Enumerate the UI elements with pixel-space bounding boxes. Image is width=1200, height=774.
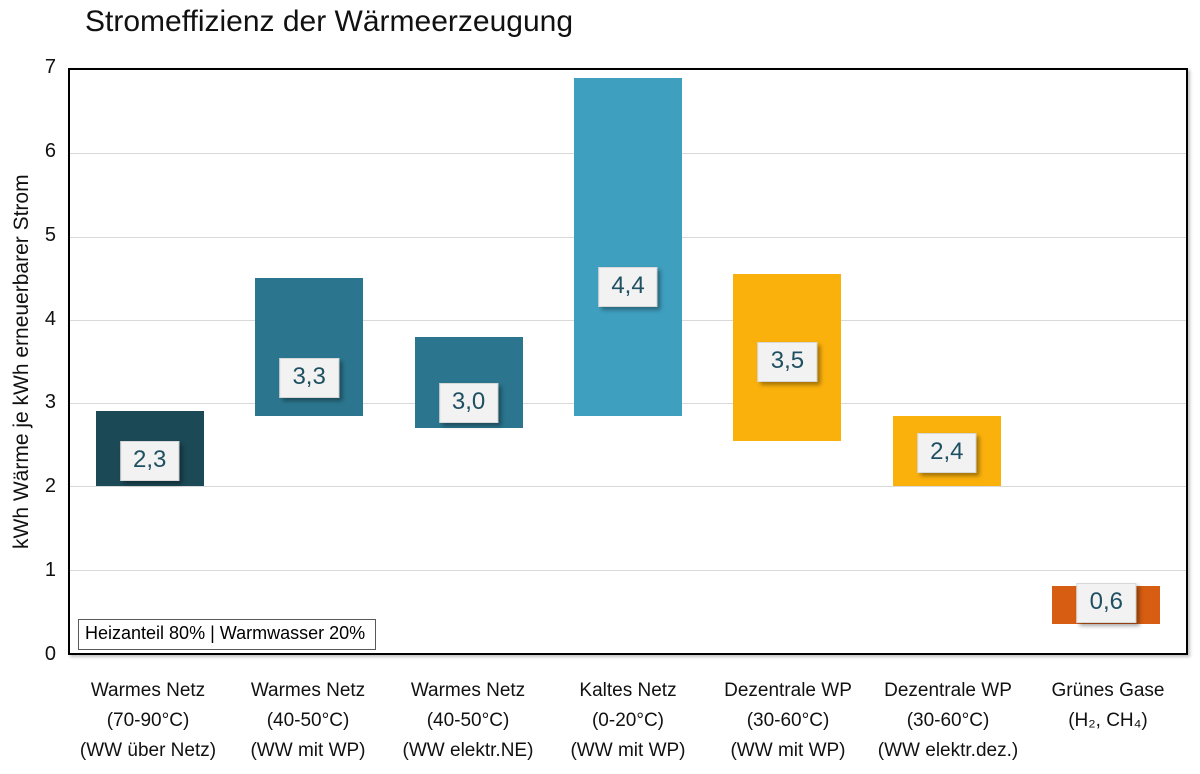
x-category-line: (WW elektr.NE)	[402, 740, 534, 761]
plot-area: Heizanteil 80% | Warmwasser 20% 2,3 3,3 3,…	[68, 68, 1188, 655]
x-category-label: Grünes Gase (H₂, CH₄)	[1028, 676, 1188, 736]
x-category-line: (WW über Netz)	[79, 740, 217, 761]
bar-value-label: 2,3	[120, 441, 180, 482]
chart-title: Stromeffizienz der Wärmeerzeugung	[85, 5, 573, 38]
y-tick-label: 1	[44, 559, 56, 582]
x-category-label: Dezentrale WP (30-60°C) (WW elektr.dez.)	[868, 676, 1028, 766]
x-category-line: (30-60°C)	[906, 710, 990, 731]
y-tick-label: 4	[44, 307, 56, 330]
x-category-line: Kaltes Netz	[579, 680, 677, 701]
annotation-box: Heizanteil 80% | Warmwasser 20%	[78, 619, 377, 650]
x-category-label: Kaltes Netz (0-20°C) (WW mit WP)	[548, 676, 708, 766]
bar-value-label: 3,3	[279, 358, 339, 399]
x-category-line: (WW mit WP)	[570, 740, 686, 761]
x-category-line: (70-90°C)	[106, 710, 190, 731]
x-category-line: (40-50°C)	[266, 710, 350, 731]
bar-value-label: 2,4	[917, 433, 977, 474]
y-tick-label: 5	[44, 223, 56, 246]
y-tick-label: 6	[44, 139, 56, 162]
bar-4	[574, 78, 682, 416]
x-category-line: (40-50°C)	[426, 710, 510, 731]
x-category-line: (30-60°C)	[746, 710, 830, 731]
x-category-label: Warmes Netz (70-90°C) (WW über Netz)	[68, 676, 228, 766]
y-tick-label: 7	[44, 56, 56, 78]
x-category-line: Dezentrale WP	[724, 680, 852, 701]
gridline	[70, 486, 1186, 488]
x-category-line: (WW elektr.dez.)	[877, 740, 1019, 761]
x-category-line: (WW mit WP)	[250, 740, 366, 761]
x-category-line: Dezentrale WP	[884, 680, 1012, 701]
x-category-label: Dezentrale WP (30-60°C) (WW mit WP)	[708, 676, 868, 766]
x-category-line: Warmes Netz	[90, 680, 206, 701]
gridline	[70, 569, 1186, 571]
x-category-label: Warmes Netz (40-50°C) (WW elektr.NE)	[388, 676, 548, 766]
x-axis-labels: Warmes Netz (70-90°C) (WW über Netz) Warmes…	[68, 676, 1188, 772]
y-axis-ticks: 0 1 2 3 4 5 6 7	[0, 56, 56, 665]
y-tick-label: 2	[44, 475, 56, 498]
y-tick-label: 0	[44, 643, 56, 665]
x-category-line: Grünes Gase	[1051, 680, 1165, 701]
bar-value-label: 3,0	[438, 383, 499, 424]
bar-value-label: 3,5	[757, 341, 818, 382]
bar-value-label: 4,4	[598, 266, 658, 307]
x-category-line: Warmes Netz	[250, 680, 366, 701]
x-category-line: (0-20°C)	[591, 710, 664, 731]
x-category-label: Warmes Netz (40-50°C) (WW mit WP)	[228, 676, 388, 766]
y-tick-label: 3	[44, 391, 56, 414]
x-category-line: (H₂, CH₄)	[1068, 710, 1148, 731]
x-category-line: Warmes Netz	[410, 680, 526, 701]
x-category-line: (WW mit WP)	[730, 740, 846, 761]
bar-value-label: 0,6	[1076, 583, 1136, 624]
